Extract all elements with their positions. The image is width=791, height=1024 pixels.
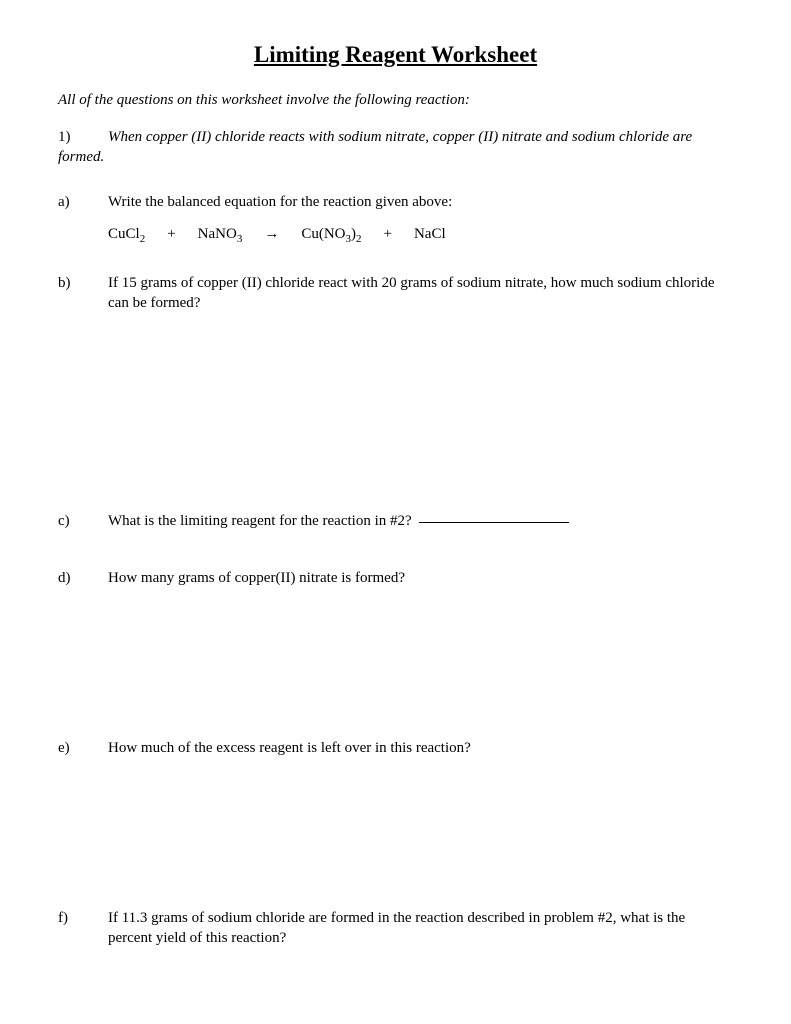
- part-a-text: Write the balanced equation for the reac…: [108, 192, 733, 212]
- part-c-label: c): [58, 511, 108, 531]
- part-c: c) What is the limiting reagent for the …: [58, 511, 733, 531]
- question-1-body: When copper (II) chloride reacts with so…: [58, 129, 692, 165]
- worksheet-page: Limiting Reagent Worksheet All of the qu…: [0, 0, 791, 1024]
- part-f-text: If 11.3 grams of sodium chloride are for…: [108, 908, 733, 949]
- answer-blank: [419, 522, 569, 523]
- page-title: Limiting Reagent Worksheet: [58, 42, 733, 68]
- part-d-text: How many grams of copper(II) nitrate is …: [108, 568, 733, 588]
- part-a: a) Write the balanced equation for the r…: [58, 192, 733, 212]
- part-a-label: a): [58, 192, 108, 212]
- chemical-equation: CuCl2+NaNO3→Cu(NO3)2+NaCl: [108, 226, 733, 245]
- part-f-label: f): [58, 908, 108, 949]
- question-1-number: 1): [58, 127, 108, 147]
- intro-text: All of the questions on this worksheet i…: [58, 92, 733, 109]
- part-e: e) How much of the excess reagent is lef…: [58, 738, 733, 758]
- part-d-label: d): [58, 568, 108, 588]
- part-c-question: What is the limiting reagent for the rea…: [108, 513, 415, 529]
- part-b-text: If 15 grams of copper (II) chloride reac…: [108, 273, 733, 314]
- part-b: b) If 15 grams of copper (II) chloride r…: [58, 273, 733, 314]
- part-c-text: What is the limiting reagent for the rea…: [108, 511, 733, 531]
- question-1: 1)When copper (II) chloride reacts with …: [58, 127, 733, 168]
- part-d: d) How many grams of copper(II) nitrate …: [58, 568, 733, 588]
- part-e-label: e): [58, 738, 108, 758]
- part-b-label: b): [58, 273, 108, 314]
- part-f: f) If 11.3 grams of sodium chloride are …: [58, 908, 733, 949]
- part-e-text: How much of the excess reagent is left o…: [108, 738, 733, 758]
